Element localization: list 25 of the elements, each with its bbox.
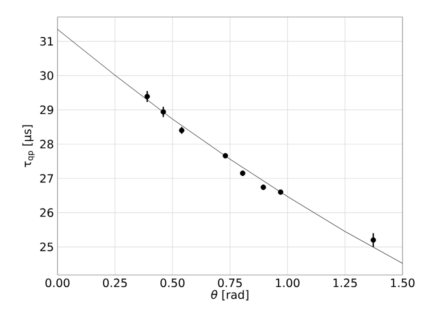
x-tick-label: 0.25 <box>102 278 127 288</box>
y-axis-title: τ$_{qp}$ [μs] <box>22 125 35 168</box>
y-tick-label: 25 <box>40 242 53 252</box>
point <box>160 109 166 115</box>
x-tick-label: 0.50 <box>160 278 184 288</box>
point <box>240 170 246 176</box>
y-tick-label: 31 <box>40 36 53 46</box>
x-tick-label: 1.00 <box>276 278 300 288</box>
y-tick-label: 27 <box>40 174 53 183</box>
y-tick-label: 30 <box>40 71 54 80</box>
y-tick-label: 28 <box>40 140 54 148</box>
point <box>179 128 184 134</box>
y-tick-label: 26 <box>40 208 54 217</box>
point <box>370 237 376 243</box>
point <box>144 94 150 100</box>
point <box>260 184 266 190</box>
y-tick-label: 29 <box>40 106 54 114</box>
point <box>222 153 228 158</box>
x-tick-label: 0.75 <box>218 278 242 288</box>
line-series <box>58 29 403 264</box>
x-tick-label: 1.50 <box>391 278 414 288</box>
point <box>278 189 284 195</box>
x-tick-label: 1.25 <box>334 278 357 288</box>
x-axis-title: θ [rad] <box>211 290 248 300</box>
x-tick-label: 0.00 <box>45 278 70 288</box>
